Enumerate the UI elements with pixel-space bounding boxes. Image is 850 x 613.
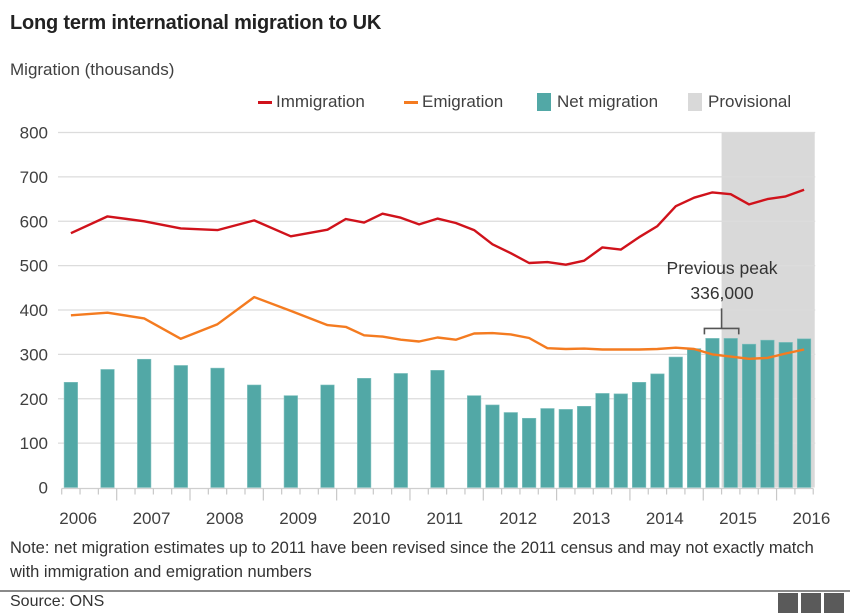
y-tick-label: 300: [20, 345, 48, 364]
net-migration-bar: [651, 374, 665, 488]
x-tick-label: 2008: [206, 509, 244, 528]
net-migration-bar: [467, 396, 481, 488]
y-tick-label: 800: [20, 124, 48, 143]
net-migration-bar: [247, 385, 260, 488]
net-migration-bar: [596, 393, 610, 487]
net-migration-bar: [632, 382, 646, 487]
x-tick-label: 2016: [792, 509, 830, 528]
footnote: Note: net migration estimates up to 2011…: [10, 536, 840, 584]
net-migration-bar: [724, 338, 738, 487]
x-tick-label: 2012: [499, 509, 537, 528]
net-migration-bar: [761, 340, 775, 487]
net-migration-bar: [394, 373, 408, 487]
net-migration-bar: [174, 365, 188, 487]
x-tick-label: 2013: [573, 509, 611, 528]
y-tick-label: 100: [20, 434, 48, 453]
net-migration-bar: [614, 394, 628, 488]
net-migration-bar: [669, 357, 683, 487]
net-migration-bar: [742, 344, 756, 487]
source-label: Source: ONS: [10, 593, 104, 611]
x-tick-label: 2011: [427, 509, 464, 528]
net-migration-bar: [284, 396, 298, 488]
annotation-value: 336,000: [690, 283, 754, 303]
net-migration-bar: [321, 385, 335, 488]
net-migration-bar: [101, 369, 115, 487]
x-tick-label: 2009: [279, 509, 317, 528]
x-axis: 2006 2007 2008 2009 2010 2011 2012 2013 2014 2015…: [59, 489, 830, 529]
immigration-line: [71, 190, 804, 265]
y-tick-label: 600: [20, 212, 48, 231]
x-tick-label: 2007: [133, 509, 171, 528]
x-tick-label: 2010: [353, 509, 391, 528]
net-migration-bar: [687, 349, 701, 488]
net-migration-bar: [486, 405, 500, 488]
y-tick-label: 700: [20, 168, 48, 187]
net-migration-bar: [541, 409, 555, 488]
net-migration-bar: [137, 359, 151, 487]
y-tick-label: 200: [20, 390, 48, 409]
net-migration-bars: [64, 338, 811, 487]
annotation-label: Previous peak: [667, 258, 778, 278]
net-migration-bar: [431, 370, 445, 487]
emigration-line: [71, 297, 804, 359]
y-tick-label: 500: [20, 257, 48, 276]
net-migration-bar: [504, 413, 518, 488]
net-migration-bar: [211, 368, 225, 487]
net-migration-bar: [577, 406, 591, 487]
x-tick-label: 2014: [646, 509, 684, 528]
net-migration-bar: [64, 382, 78, 487]
net-migration-bar: [779, 342, 793, 487]
net-migration-bar: [797, 339, 811, 488]
footer-divider: [0, 590, 850, 592]
net-migration-bar: [559, 409, 573, 487]
y-tick-label: 400: [20, 301, 48, 320]
net-migration-bar: [522, 418, 536, 487]
bbc-logo: [778, 593, 844, 613]
net-migration-bar: [357, 378, 371, 487]
x-tick-label: 2015: [719, 509, 757, 528]
net-migration-bar: [706, 338, 720, 487]
x-tick-label: 2006: [59, 509, 97, 528]
y-tick-label: 0: [39, 479, 48, 498]
